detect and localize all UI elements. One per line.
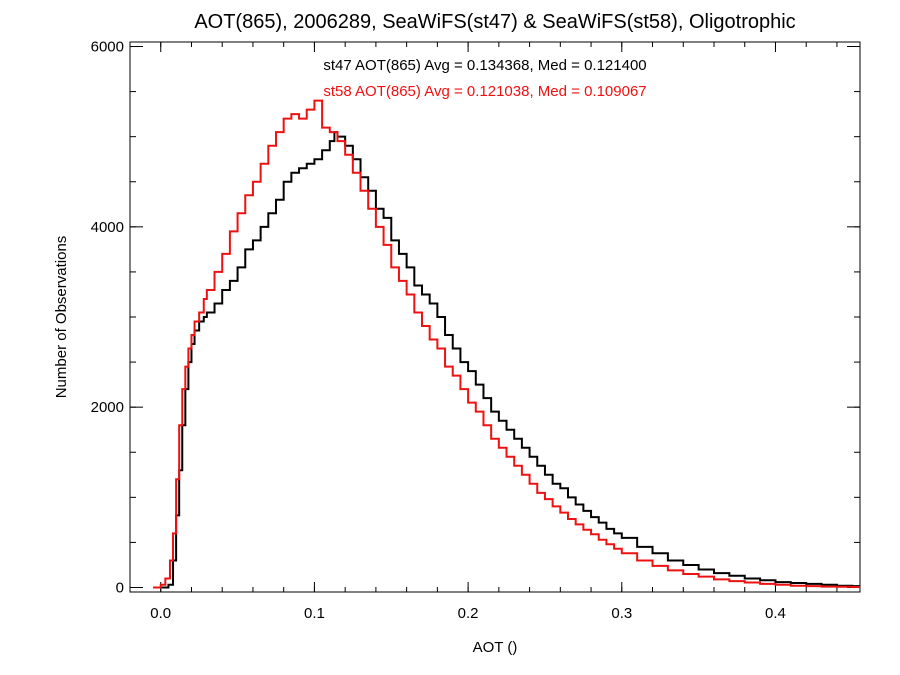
chart-title: AOT(865), 2006289, SeaWiFS(st47) & SeaWi… bbox=[194, 11, 795, 33]
series-line-0 bbox=[160, 131, 860, 589]
y-tick-label: 6000 bbox=[91, 39, 124, 56]
annotation-st58: st58 AOT(865) Avg = 0.121038, Med = 0.10… bbox=[323, 83, 646, 100]
series-layer bbox=[153, 99, 860, 589]
x-tick-label: 0.0 bbox=[150, 605, 171, 622]
tick-marks bbox=[129, 42, 860, 592]
x-axis-label: AOT () bbox=[473, 639, 518, 656]
y-tick-label: 2000 bbox=[91, 399, 124, 416]
plot-frame bbox=[129, 41, 861, 593]
annotation-st47: st47 AOT(865) Avg = 0.134368, Med = 0.12… bbox=[323, 57, 646, 74]
series-line-1 bbox=[153, 99, 860, 589]
x-tick-label: 0.3 bbox=[611, 605, 632, 622]
y-axis-label: Number of Observations bbox=[53, 236, 70, 399]
tick-labels: 0.0 0.1 0.2 0.3 0.4 0 2000 4000 6000 bbox=[91, 39, 786, 622]
y-tick-label: 4000 bbox=[91, 219, 124, 236]
x-tick-label: 0.4 bbox=[765, 605, 786, 622]
x-tick-label: 0.1 bbox=[304, 605, 325, 622]
x-tick-label: 0.2 bbox=[458, 605, 479, 622]
y-tick-label: 0 bbox=[116, 579, 124, 596]
